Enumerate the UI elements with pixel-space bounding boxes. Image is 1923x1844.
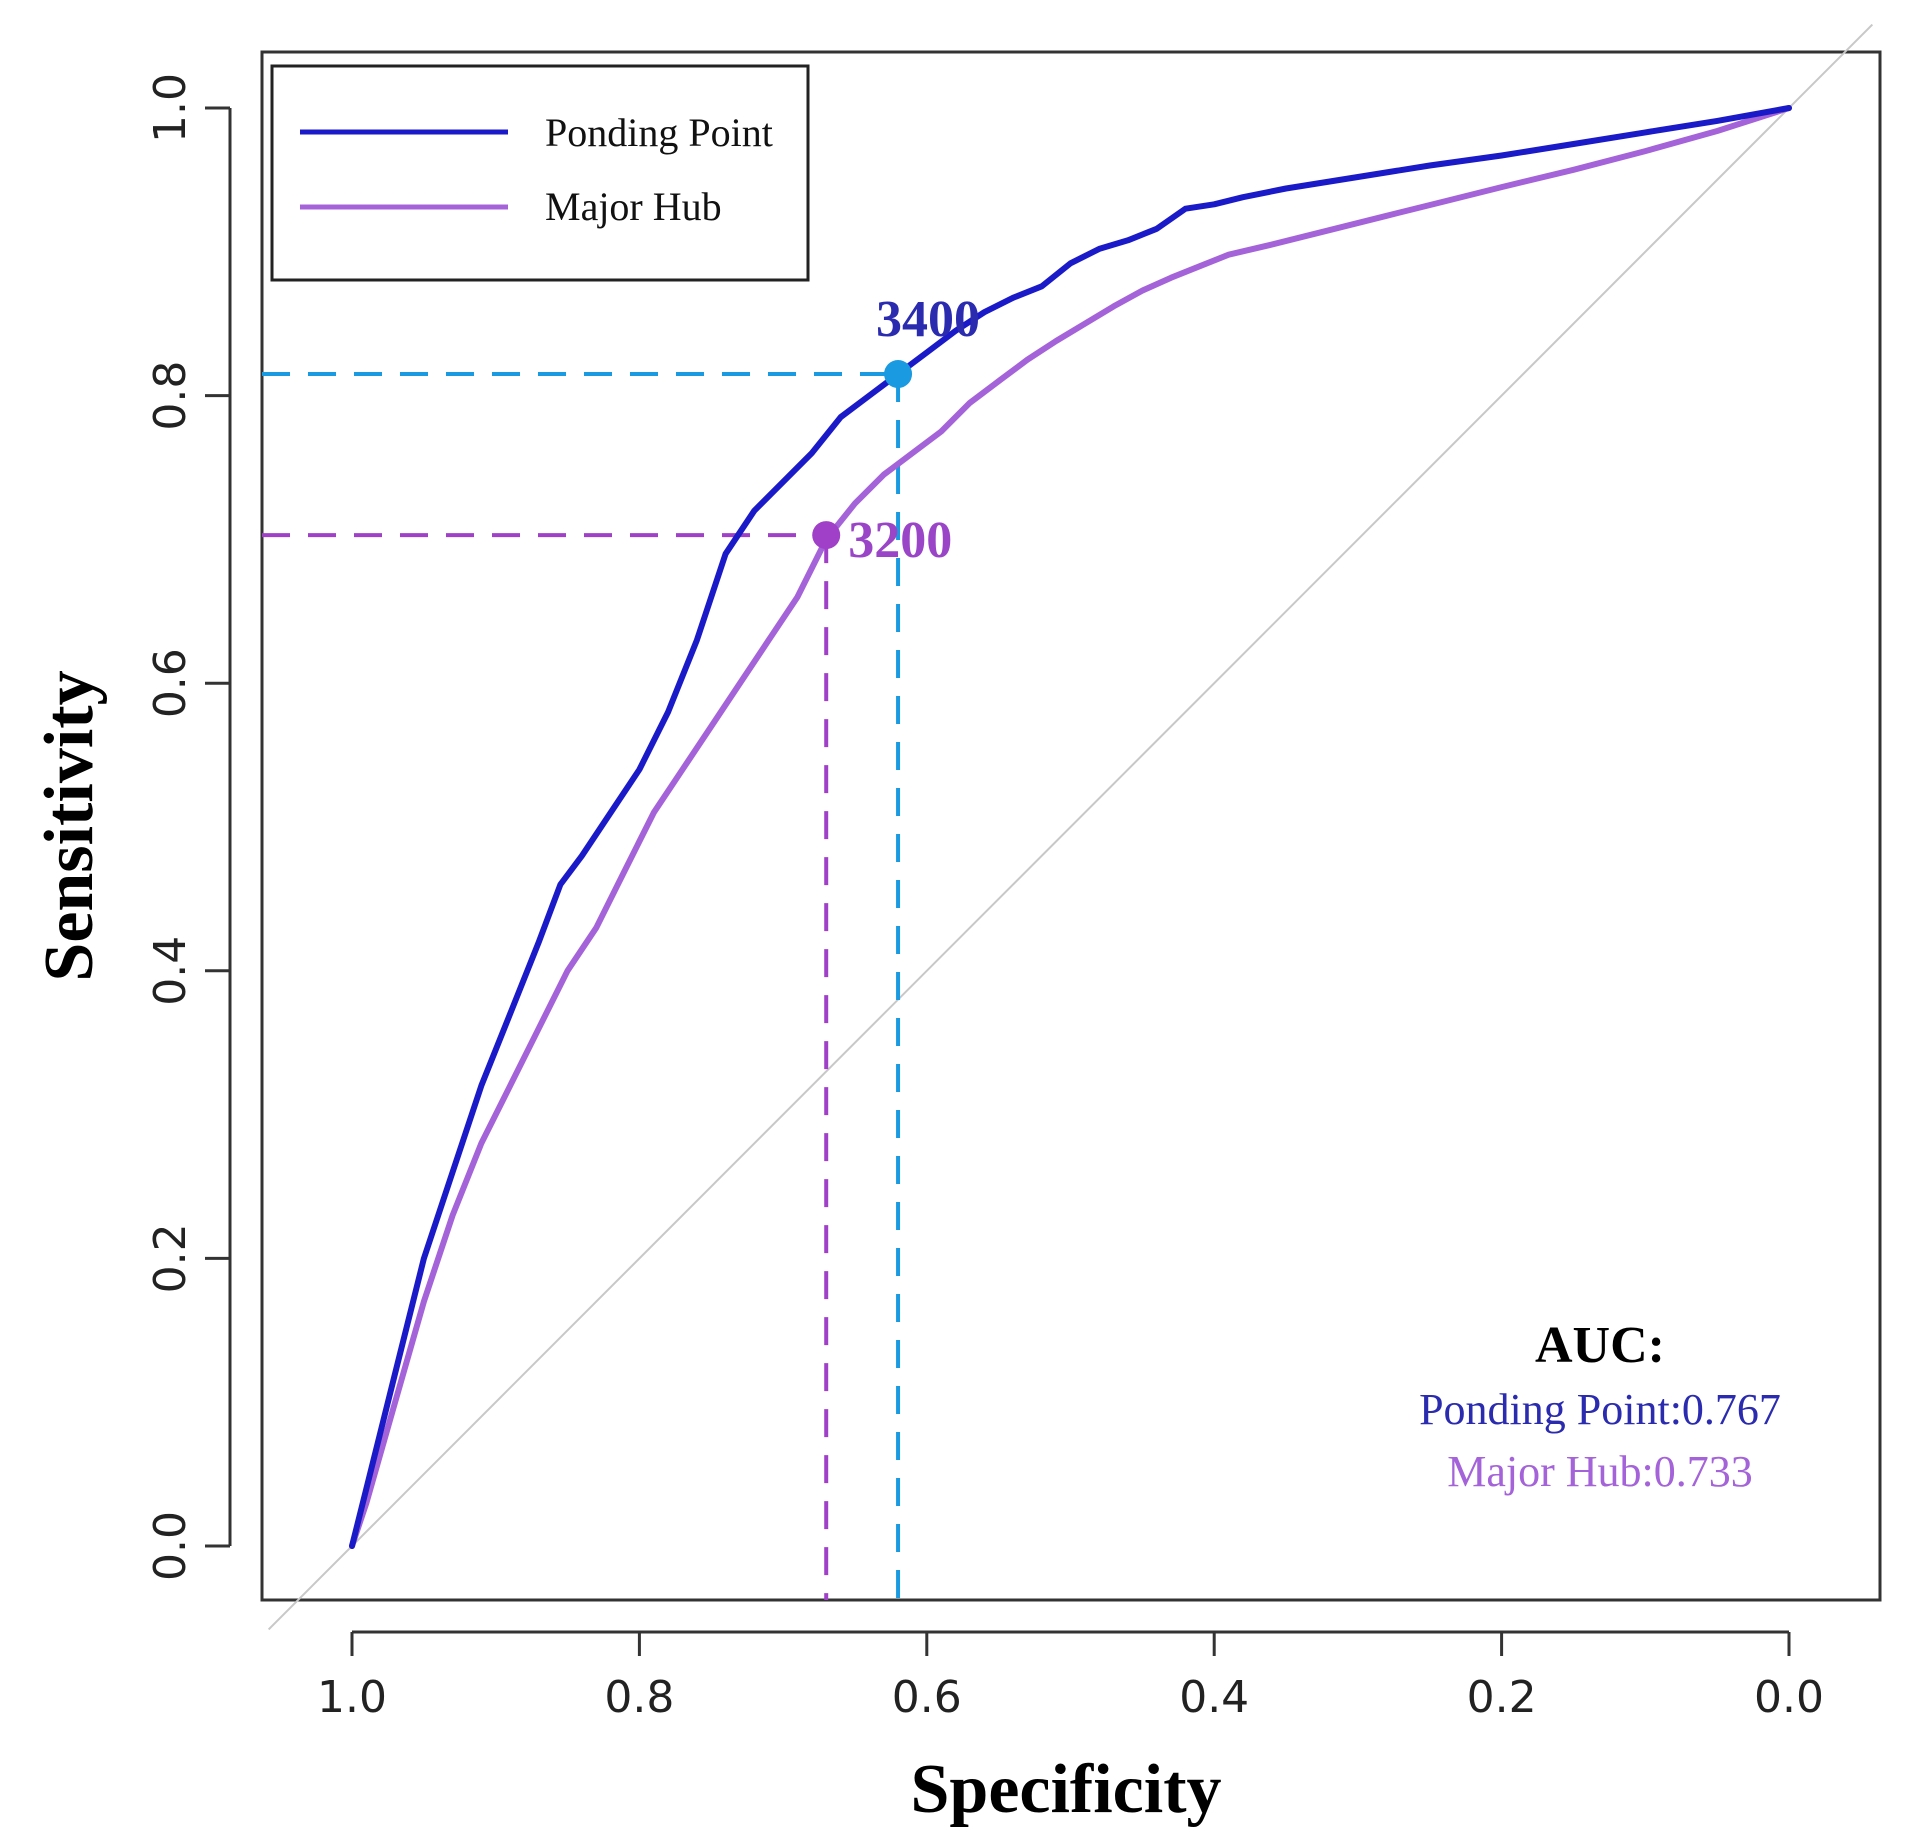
series-line-major-hub [349,105,1792,1549]
plot-frame [260,50,1882,1602]
y-tick-label: 0.0 [145,1511,196,1581]
cutoff-point-3200 [812,521,841,550]
x-axis-title: Specificity [910,1751,1221,1828]
x-axis-ticks: 1.0 0.8 0.6 0.4 0.2 0.0 [317,1632,1824,1723]
y-tick-label: 0.6 [145,648,196,718]
y-tick-label: 0.2 [145,1223,196,1293]
cutoff-guides [262,372,901,1600]
y-axis-title: Sensitivity [31,670,108,981]
y-axis-ticks: 0.0 0.2 0.4 0.6 0.8 1.0 [145,73,230,1581]
x-tick-label: 0.0 [1754,1672,1824,1723]
auc-title: AUC: [1535,1317,1665,1374]
cutoff-label-3400: 3400 [876,291,980,348]
cutoff-point-3400 [884,360,913,389]
cutoff-points: 3400 3200 [812,291,980,569]
x-tick-label: 0.6 [892,1672,962,1723]
x-tick-label: 0.2 [1467,1672,1537,1723]
legend-box [270,64,810,282]
y-tick-label: 1.0 [145,73,196,143]
y-tick-label: 0.8 [145,361,196,431]
x-tick-label: 0.8 [604,1672,674,1723]
x-tick-label: 1.0 [317,1672,387,1723]
auc-ponding-point: Ponding Point:0.767 [1419,1385,1781,1434]
legend-label-major-hub: Major Hub [545,184,722,229]
y-tick-label: 0.4 [145,936,196,1006]
auc-major-hub: Major Hub:0.733 [1447,1447,1753,1496]
x-tick-label: 0.4 [1179,1672,1249,1723]
legend-label-ponding-point: Ponding Point [545,110,773,155]
reference-diagonal [267,23,1874,1631]
legend: Ponding Point Major Hub [270,64,810,282]
auc-annotation: AUC: Ponding Point:0.767 Major Hub:0.733 [1419,1317,1781,1496]
cutoff-label-3200: 3200 [848,512,952,569]
